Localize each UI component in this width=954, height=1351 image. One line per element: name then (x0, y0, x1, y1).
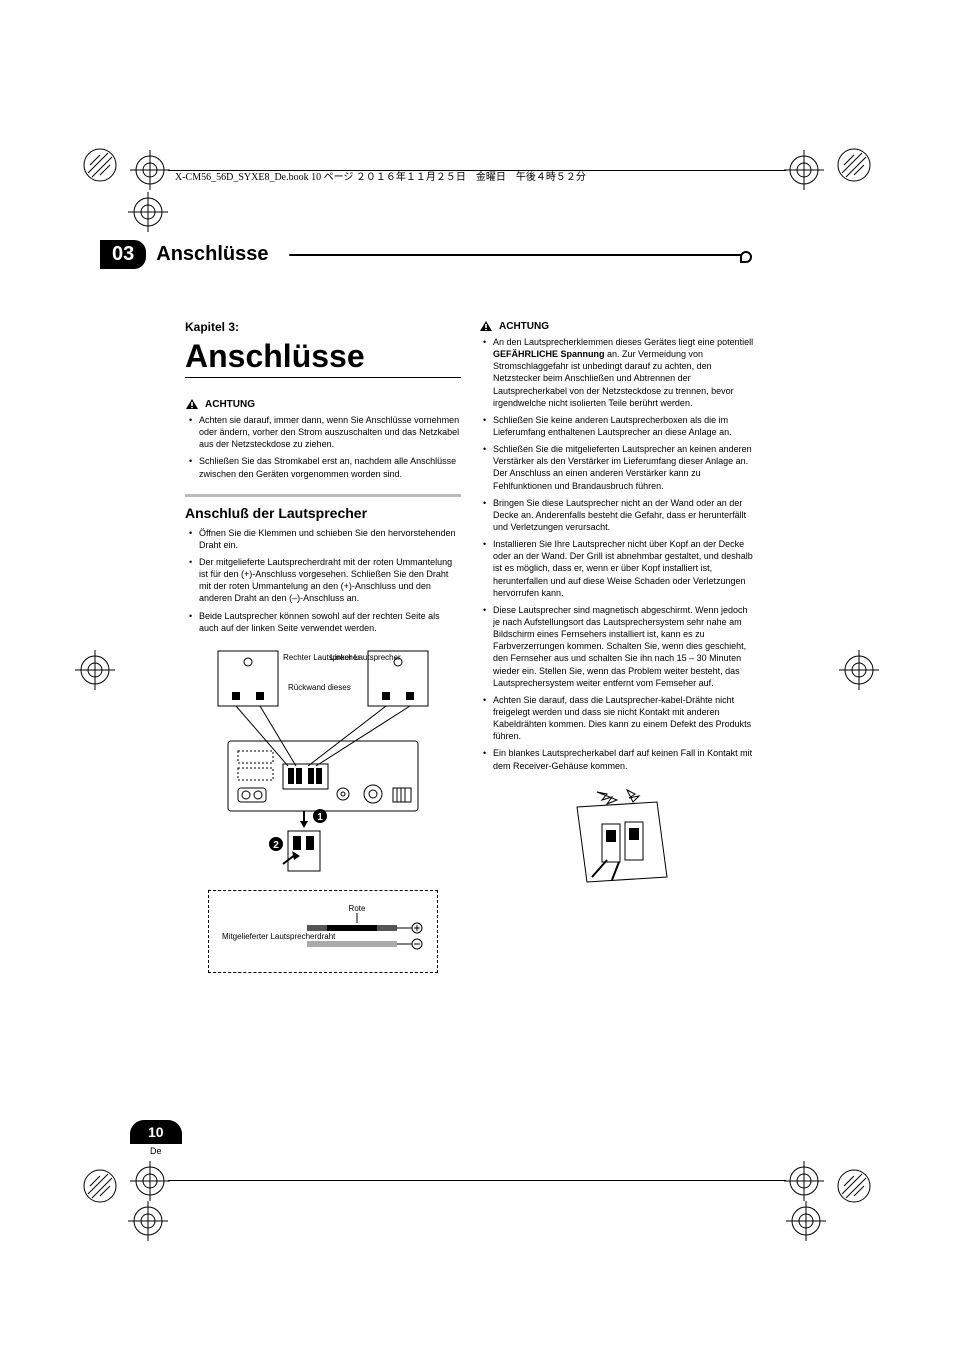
regmark-bot-left-target (130, 1161, 170, 1201)
diagram-rear-panel-label: Rückwand dieses (288, 683, 351, 692)
achtung-label-left: ACHTUNG (205, 399, 255, 410)
regmark-top-left-hatch (80, 145, 120, 185)
regmark-bot-right-target (784, 1161, 824, 1201)
list-item: Öffnen Sie die Klemmen und schieben Sie … (199, 527, 461, 551)
list-item: Schließen Sie das Stromkabel erst an, na… (199, 455, 461, 479)
list-item: Beide Lautsprecher können sowohl auf der… (199, 610, 461, 634)
page-number: 10 (130, 1120, 182, 1144)
list-item: Schließen Sie die mitgelieferten Lautspr… (493, 443, 755, 492)
regmark-extra-bl (128, 1201, 168, 1241)
achtung-left-header: ACHTUNG (185, 398, 461, 410)
wire-diagram: Rote Mitgelieferter Lautsprecherdraht (208, 890, 438, 973)
speaker-bullets: Öffnen Sie die Klemmen und schieben Sie … (185, 527, 461, 634)
svg-text:1: 1 (317, 812, 323, 823)
cropline-bottom (168, 1180, 786, 1181)
warning-icon (185, 398, 199, 410)
regmark-top-right-target (784, 150, 824, 190)
warning-icon (479, 320, 493, 332)
page-lang: De (130, 1146, 182, 1156)
regmark-mid-right-target (839, 650, 879, 690)
regmark-bot-right-hatch (834, 1166, 874, 1206)
list-item: Achten sie darauf, immer dann, wenn Sie … (199, 414, 461, 450)
book-header: X-CM56_56D_SYXE8_De.book 10 ページ ２０１６年１１月… (175, 168, 586, 183)
regmark-mid-left-target (75, 650, 115, 690)
page-footer: 10 De (130, 1120, 182, 1156)
left-column: Kapitel 3: Anschlüsse ACHTUNG Achten sie… (185, 320, 461, 973)
section-title: Anschlüsse (156, 243, 288, 266)
kapitel-label: Kapitel 3: (185, 320, 461, 334)
list-item: Achten Sie darauf, dass die Lautsprecher… (493, 694, 755, 743)
regmark-top-left-target (130, 150, 170, 190)
regmark-extra-br (786, 1201, 826, 1241)
regmark-top-right-hatch (834, 145, 874, 185)
achtung-right-header: ACHTUNG (479, 320, 755, 332)
wire-rote-label: Rote (349, 904, 366, 913)
wire-supplied-label: Mitgelieferter Lautsprecherdraht (222, 932, 336, 941)
list-item: Schließen Sie keine anderen Lautsprecher… (493, 414, 755, 438)
content-area: Kapitel 3: Anschlüsse ACHTUNG Achten sie… (185, 320, 755, 973)
achtung-label-right: ACHTUNG (499, 321, 549, 332)
list-item: Diese Lautsprecher sind magnetisch abges… (493, 604, 755, 689)
right-achtung-list: An den Lautsprecherklemmen dieses Geräte… (479, 336, 755, 772)
regmark-extra-tl (128, 192, 168, 232)
list-item: Ein blankes Lautsprecherkabel darf auf k… (493, 747, 755, 771)
subheading-speakers: Anschluß der Lautsprecher (185, 505, 461, 521)
left-achtung-list: Achten sie darauf, immer dann, wenn Sie … (185, 414, 461, 480)
diagram-left-speaker-label: Linker Lautsprecher (330, 653, 401, 662)
list-item: Bringen Sie diese Lautsprecher nicht an … (493, 497, 755, 533)
right-column: ACHTUNG An den Lautsprecherklemmen diese… (479, 320, 755, 973)
regmark-bot-left-hatch (80, 1166, 120, 1206)
big-title: Anschlüsse (185, 338, 461, 378)
chapter-badge: 03 (100, 240, 146, 269)
gray-divider (185, 494, 461, 497)
speaker-diagram: Rechter Lautsprecher Linker Lautsprecher… (185, 646, 461, 876)
section-line (289, 254, 750, 256)
list-item: An den Lautsprecherklemmen dieses Geräte… (493, 336, 755, 409)
list-item: Der mitgelieferte Lautsprecherdraht mit … (199, 556, 461, 605)
svg-text:2: 2 (273, 840, 279, 851)
hazard-diagram (479, 782, 755, 892)
section-header: 03 Anschlüsse (100, 240, 750, 269)
list-item: Installieren Sie Ihre Lautsprecher nicht… (493, 538, 755, 599)
